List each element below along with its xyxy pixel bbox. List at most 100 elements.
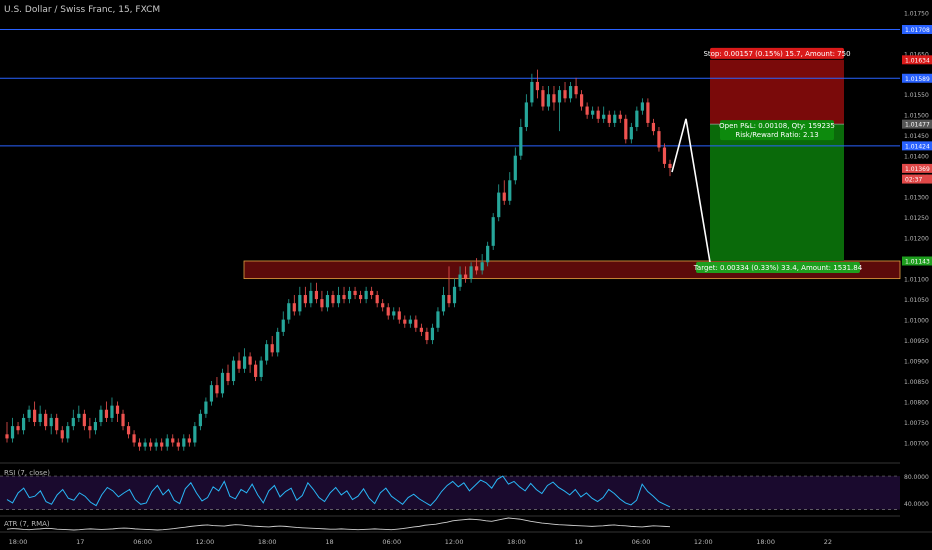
candle-body [71, 417, 75, 427]
candle-body [115, 405, 120, 414]
candle-body [635, 110, 639, 128]
candle-body [287, 303, 291, 320]
candle-body [99, 409, 103, 423]
candle-body [546, 94, 551, 107]
candle-body [298, 295, 302, 312]
candle-body [370, 290, 374, 296]
y-tick-label: 1.01550 [904, 92, 929, 99]
rsi-line [6, 475, 671, 508]
x-tick-label: 06:00 [632, 538, 651, 546]
candle-body [646, 102, 650, 123]
candle-body [441, 295, 446, 312]
price-badge [902, 55, 932, 65]
y-tick-label: 1.01200 [904, 236, 929, 243]
candle-body [88, 426, 92, 431]
candle-body [309, 290, 313, 304]
x-tick-label: 18:00 [258, 538, 277, 546]
candle-body [336, 295, 341, 304]
candle-body [563, 90, 567, 99]
candle-body [270, 344, 274, 353]
candle-body [447, 295, 451, 304]
candle-body [193, 426, 197, 443]
candle-body [618, 114, 622, 119]
rsi-tick-label: 80.0000 [904, 474, 929, 481]
candle-body [314, 290, 318, 300]
candle-body [613, 114, 617, 123]
y-tick-label: 1.01450 [904, 133, 929, 140]
rsi-band [0, 476, 900, 510]
candle-body [60, 430, 64, 439]
candle-body [292, 303, 296, 312]
candle-body [187, 438, 191, 443]
candle-body [668, 163, 672, 168]
atr-line [6, 517, 671, 531]
candle-body [662, 147, 667, 164]
candle-body [154, 442, 158, 447]
candle-body [574, 86, 578, 95]
candle-body [281, 319, 285, 332]
candle-body [552, 94, 556, 103]
candle-body [276, 331, 280, 353]
price-badge-label: 1.01477 [905, 122, 930, 129]
candle-body [110, 405, 114, 418]
candle-body [66, 426, 70, 439]
price-badge-label: 1.01143 [905, 259, 930, 266]
candle-body [21, 417, 26, 431]
y-tick-label: 1.01250 [904, 215, 929, 222]
candle-body [602, 114, 606, 119]
candle-body [513, 155, 517, 181]
candle-body [541, 90, 545, 107]
x-tick-label: 22 [824, 538, 832, 546]
candle-body [149, 442, 153, 447]
candle-body [585, 106, 589, 115]
candle-body [215, 385, 219, 394]
candle-body [331, 295, 335, 304]
candle-body [430, 327, 435, 341]
chart-title: U.S. Dollar / Swiss Franc, 15, FXCM [4, 5, 161, 15]
price-badge [902, 119, 932, 129]
candle-body [359, 295, 363, 300]
price-line-badge-label: 1.01589 [905, 76, 930, 83]
candle-body [303, 295, 307, 304]
projection-path [671, 118, 711, 263]
candle-body [491, 217, 495, 246]
price-line-badge [902, 25, 932, 35]
candle-body [475, 266, 479, 271]
candle-body [436, 311, 440, 328]
y-tick-label: 1.01300 [904, 195, 929, 202]
price-badge-label: 02:37 [905, 177, 922, 184]
candle-body [408, 319, 412, 324]
price-line-badge [902, 73, 932, 83]
candle-body [557, 90, 562, 103]
x-tick-label: 12:00 [196, 538, 215, 546]
candle-body [353, 290, 357, 296]
price-axis-background [900, 0, 932, 550]
candle-body [33, 409, 37, 423]
price-badge-label: 1.01369 [905, 166, 930, 173]
y-tick-label: 1.01000 [904, 318, 929, 325]
candle-body [524, 102, 528, 128]
price-line-badge-label: 1.01708 [905, 27, 930, 34]
candle-body [342, 295, 346, 300]
candle-body [452, 286, 457, 304]
candle-body [204, 401, 208, 414]
candle-body [165, 438, 169, 447]
candle-body [320, 299, 324, 308]
x-tick-label: 18 [325, 538, 333, 546]
candle-body [519, 127, 523, 156]
candle-body [607, 114, 611, 123]
candle-body [209, 385, 214, 402]
candle-body [640, 102, 644, 111]
candle-body [381, 303, 385, 308]
x-tick-label: 18:00 [9, 538, 28, 546]
candle-body [386, 307, 390, 316]
candle-body [651, 122, 656, 132]
candle-body [138, 442, 142, 447]
candle-body [171, 438, 175, 443]
candle-body [198, 413, 202, 427]
target-label: Target: 0.00334 (0.33%) 33.4, Amount: 15… [693, 264, 863, 272]
candle-body [132, 434, 136, 443]
x-tick-label: 12:00 [445, 538, 464, 546]
x-tick-label: 17 [76, 538, 84, 546]
